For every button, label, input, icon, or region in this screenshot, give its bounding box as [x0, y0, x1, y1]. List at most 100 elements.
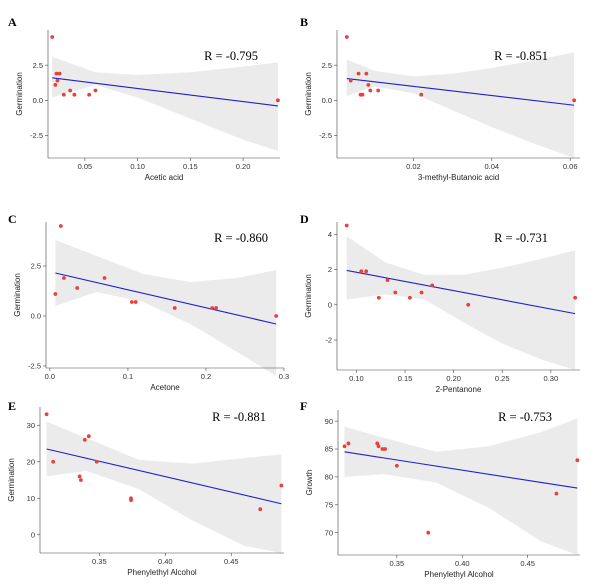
panel-c: C -2.5 0.0 2.5 0.0 0.1 0.2 0.3 R = -0.860 Acetone… [8, 212, 289, 392]
data-point [210, 306, 215, 310]
data-point [129, 300, 134, 304]
y-tick-label: 0.0 [33, 96, 43, 105]
correlation-label: R = -0.860 [214, 231, 268, 245]
x-tick-label: 0.0 [45, 372, 55, 381]
confidence-band [46, 421, 282, 553]
y-tick-label: 10 [27, 494, 35, 503]
data-point [258, 507, 263, 512]
data-point [393, 290, 398, 295]
data-point [54, 71, 59, 76]
data-point [344, 223, 349, 228]
y-tick-label: 2.5 [33, 61, 43, 70]
confidence-band [346, 236, 576, 370]
data-point [93, 88, 98, 93]
x-axis-title: Phenylethyl Alcohol [424, 570, 494, 579]
data-point [133, 300, 138, 304]
data-point [346, 441, 351, 446]
panel-letter: E [8, 399, 16, 413]
x-tick-label: 0.2 [201, 372, 211, 381]
data-point [426, 530, 431, 535]
confidence-band [346, 52, 575, 158]
data-point [466, 302, 471, 307]
y-tick-label: 20 [27, 457, 35, 466]
y-tick-label: 70 [325, 528, 333, 537]
data-point [385, 278, 390, 283]
regression-line [346, 77, 575, 106]
correlation-label: R = -0.795 [204, 49, 258, 63]
data-point [214, 306, 219, 310]
panel-letter: D [300, 212, 309, 226]
data-point [58, 224, 63, 228]
data-point [75, 286, 80, 290]
data-point [419, 290, 424, 295]
x-tick-label: 0.40 [455, 559, 470, 568]
data-point [348, 78, 353, 83]
confidence-band [344, 418, 578, 555]
data-point [55, 78, 60, 83]
panel-b: B -2.5 0.0 2.5 0.02 0.04 0.06 R = -0.851 3-methy… [300, 15, 580, 182]
data-point [344, 35, 349, 39]
data-point [360, 92, 365, 97]
y-tick-label: 2 [328, 265, 332, 274]
data-point [554, 491, 559, 496]
data-point [376, 295, 381, 300]
regression-line [52, 77, 278, 107]
data-point [94, 459, 99, 464]
data-point [53, 292, 58, 296]
y-tick-label: 0.0 [31, 312, 41, 321]
y-tick-label: 85 [325, 445, 333, 454]
panel-letter: F [300, 399, 307, 413]
x-axis-title: 3-methyl-Butanoic acid [418, 173, 499, 182]
data-point [87, 92, 92, 97]
data-point [383, 447, 387, 451]
x-axis-title: Acetone [150, 383, 180, 392]
correlation-label: R = -0.753 [498, 410, 552, 424]
panel-a: A -2.5 0.0 2.5 0.05 0.10 0.15 0.20 R = -0.795 Ace… [8, 15, 280, 182]
correlation-label: R = -0.881 [212, 410, 266, 424]
regression-line [46, 448, 282, 505]
data-point [274, 314, 279, 318]
data-point [368, 88, 373, 93]
data-point [57, 71, 62, 76]
data-point [572, 98, 577, 103]
data-point [376, 88, 381, 93]
y-axis-title: Growth [305, 470, 314, 496]
data-point [61, 92, 66, 97]
panel-f: F 70 75 80 85 90 0.35 0.40 0.45 R = -0.753 Phenyle… [300, 399, 580, 579]
data-point [419, 92, 424, 97]
x-tick-label: 0.05 [78, 162, 93, 171]
panel-letter: C [8, 212, 17, 226]
data-point [86, 434, 91, 439]
data-point [129, 496, 133, 501]
y-tick-label: 80 [325, 473, 333, 482]
data-point [364, 71, 369, 76]
x-axis-title: Phenylethyl Alcohol [127, 568, 197, 577]
data-point [68, 88, 73, 93]
x-tick-label: 0.45 [224, 557, 239, 566]
y-tick-label: 2.5 [31, 262, 41, 271]
data-point [575, 458, 580, 463]
x-axis-title: 2-Pentanone [436, 385, 482, 394]
data-point [430, 283, 435, 288]
confidence-band [55, 240, 277, 376]
y-axis-title: Germination [304, 274, 313, 318]
y-axis-title: Germination [7, 458, 16, 502]
data-point [364, 269, 369, 274]
data-point [356, 71, 361, 76]
data-point [82, 437, 87, 442]
x-tick-label: 0.1 [123, 372, 133, 381]
data-point [573, 295, 578, 300]
panel-letter: B [300, 15, 308, 29]
data-point [172, 306, 177, 310]
y-axis-title: Germination [304, 72, 313, 116]
x-tick-label: 0.04 [485, 162, 500, 171]
data-point [359, 269, 364, 274]
x-tick-label: 0.15 [183, 162, 198, 171]
x-tick-label: 0.45 [520, 559, 535, 568]
data-point [342, 444, 347, 449]
y-tick-label: 0 [31, 530, 35, 539]
correlation-label: R = -0.731 [494, 231, 548, 245]
data-point [366, 82, 371, 87]
data-point [380, 447, 385, 451]
